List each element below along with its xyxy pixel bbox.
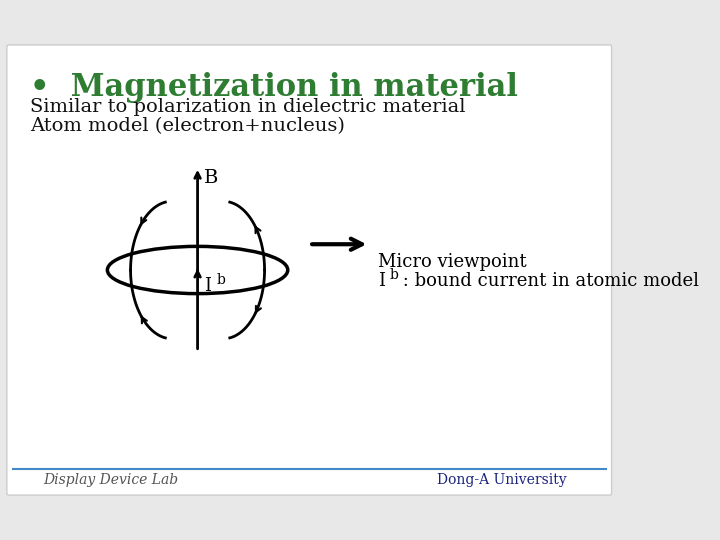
Text: •  Magnetization in material: • Magnetization in material [30,72,518,104]
Text: Micro viewpoint: Micro viewpoint [378,253,526,271]
Text: Similar to polarization in dielectric material: Similar to polarization in dielectric ma… [30,98,466,116]
Text: Atom model (electron+nucleus): Atom model (electron+nucleus) [30,117,345,135]
FancyBboxPatch shape [7,45,611,495]
Text: : bound current in atomic model: : bound current in atomic model [397,272,699,290]
Text: b: b [390,268,399,282]
Text: b: b [217,273,225,287]
Text: I: I [378,272,385,290]
Text: Display Device Lab: Display Device Lab [43,474,178,488]
Text: Dong-A University: Dong-A University [437,474,567,488]
Text: B: B [204,168,219,187]
Text: I: I [204,277,212,295]
